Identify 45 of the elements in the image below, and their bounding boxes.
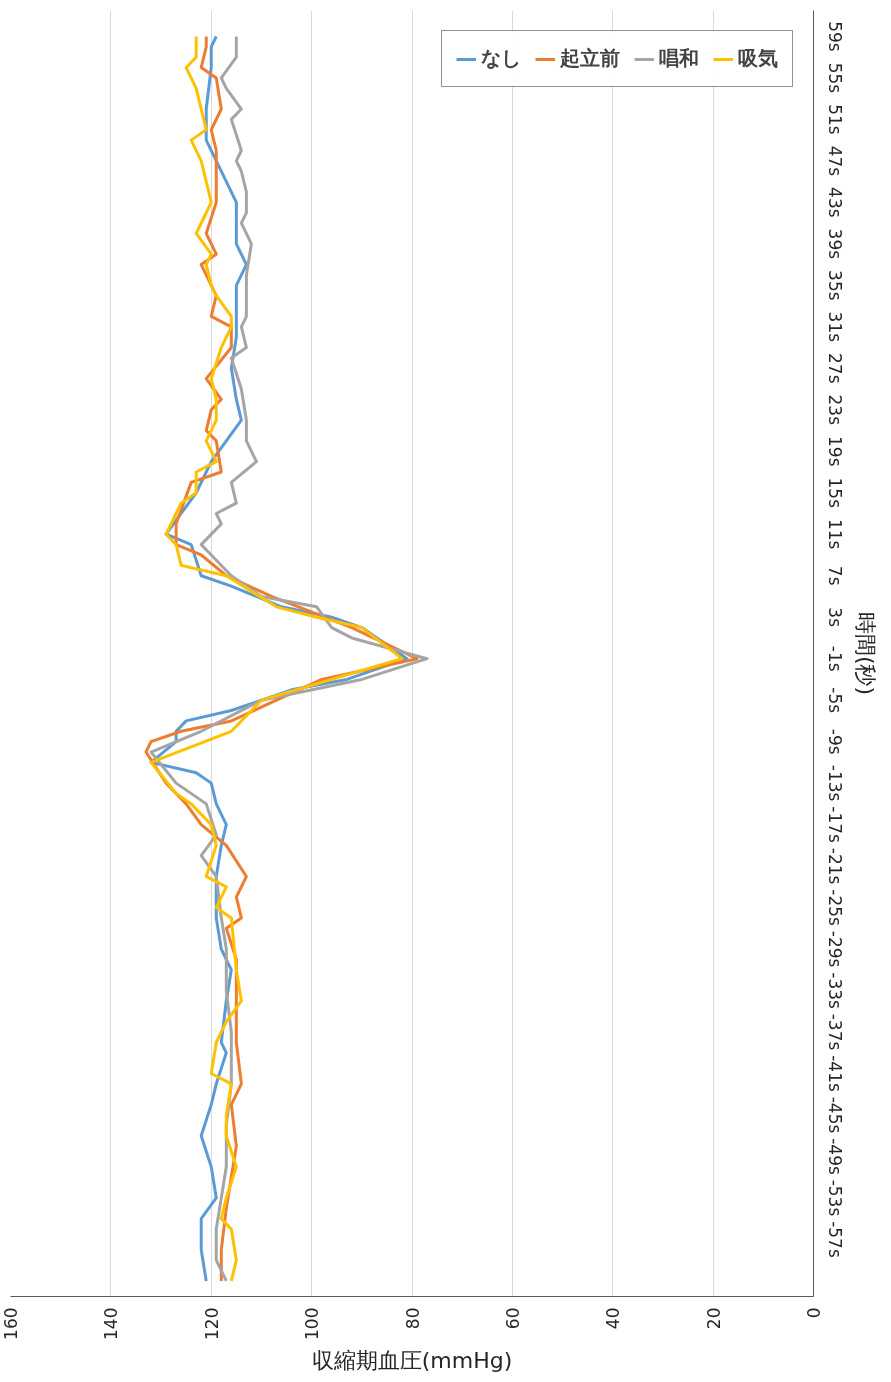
x-tick-label: 20 [703,1307,724,1330]
y-tick-label: -21s [824,847,845,885]
y-tick-label: -13s [824,764,845,802]
y-tick-label: -5s [824,687,845,714]
x-tick-label: 120 [201,1307,222,1340]
x-axis-title: 収縮期血圧(mmHg) [311,1347,513,1373]
y-tick-label: -37s [824,1013,845,1051]
y-tick-label: -45s [824,1096,845,1134]
y-tick-label: -1s [824,645,845,672]
x-tick-label: 160 [1,1307,21,1340]
y-tick-label: 35s [824,270,845,301]
y-tick-label: -53s [824,1179,845,1217]
x-tick-label: 60 [502,1307,523,1330]
y-tick-label: 51s [824,104,845,135]
y-tick-label: 39s [824,228,845,260]
y-tick-label: 47s [824,145,845,177]
x-tick-label: 40 [603,1307,624,1330]
y-tick-label: 7s [824,565,845,586]
y-tick-label: -29s [824,930,845,968]
y-tick-label: 23s [824,394,845,426]
y-tick-label: -17s [824,806,845,844]
y-tick-label: -57s [824,1221,845,1258]
y-axis-title: 時間(秒) [852,611,878,696]
x-tick-label: 140 [101,1307,122,1340]
y-tick-label: 3s [824,607,845,628]
y-tick-label: 59s [824,21,845,52]
y-tick-label: -41s [824,1055,845,1092]
y-tick-label: -49s [824,1138,845,1175]
y-tick-label: 15s [824,477,845,509]
y-tick-label: 11s [824,518,845,550]
legend-label: 吸気 [738,45,778,72]
legend-label: 唱和 [659,45,699,72]
y-tick-label: -25s [824,889,845,927]
y-tick-label: 55s [824,62,845,94]
y-tick-label: 43s [824,187,845,218]
x-tick-label: 100 [302,1307,323,1340]
legend-label: 起立前 [560,45,620,72]
y-tick-label: 27s [824,353,845,384]
legend-label: なし [481,45,521,72]
y-tick-label: -33s [824,972,845,1010]
y-tick-label: 31s [824,311,845,343]
y-tick-label: 19s [824,436,845,467]
y-tick-label: -9s [824,728,845,755]
x-tick-label: 80 [402,1307,423,1330]
x-tick-label: 0 [804,1307,824,1319]
